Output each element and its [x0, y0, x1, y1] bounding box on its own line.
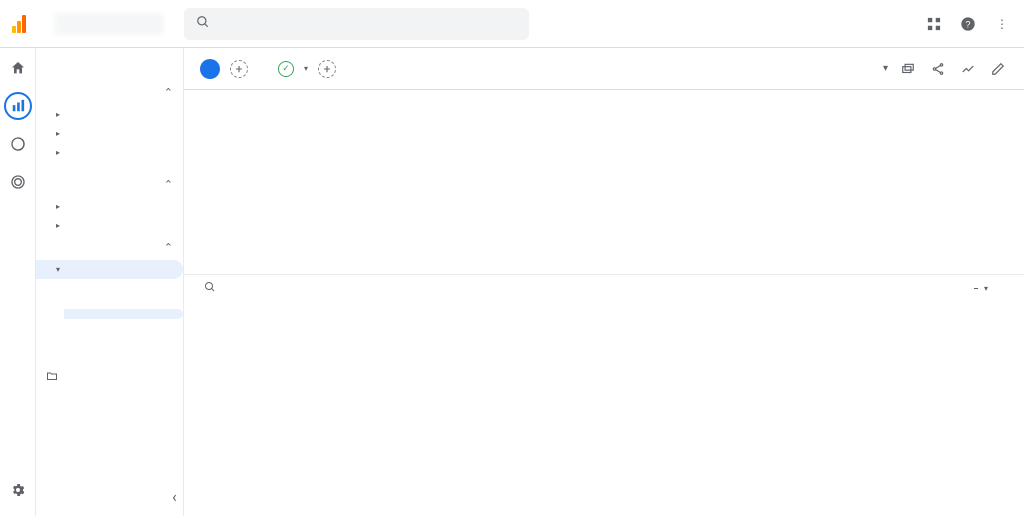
sidebar-audience-ua[interactable]: ▾ — [36, 260, 183, 279]
rail-settings-icon[interactable] — [4, 476, 32, 504]
main: ⌃ ▸ ▸ ▸ ⌃ ▸ ▸ ⌃ ▾ ‹ + ✓ ▾ — [0, 48, 1024, 516]
topbar-right: ? ⋮ — [924, 14, 1012, 34]
table-search-input[interactable] — [224, 283, 960, 295]
svg-text:?: ? — [965, 19, 970, 29]
sidenav: ⌃ ▸ ▸ ▸ ⌃ ▸ ▸ ⌃ ▾ ‹ — [36, 48, 184, 516]
apps-icon[interactable] — [924, 14, 944, 34]
add-comparison-button[interactable]: + — [318, 60, 336, 78]
sidebar-realtime[interactable] — [36, 64, 183, 74]
chevron-up-icon: ⌃ — [164, 241, 173, 254]
customize-icon[interactable] — [898, 59, 918, 79]
sidebar-engagement[interactable]: ▸ — [36, 124, 183, 143]
chevron-down-icon: ▾ — [984, 284, 988, 293]
sidebar-ao-langu[interactable] — [64, 289, 183, 299]
content: + ✓ ▾ + ▾ — [184, 48, 1024, 516]
caret-icon: ▸ — [56, 202, 60, 211]
sidebar-retention[interactable] — [36, 162, 183, 172]
chevron-down-icon: ▾ — [883, 63, 888, 74]
logo-icon — [12, 15, 26, 33]
search-icon — [204, 281, 216, 296]
insights-icon[interactable] — [958, 59, 978, 79]
folder-icon — [46, 370, 58, 382]
sidebar-ao-demo[interactable] — [64, 329, 183, 339]
sidebar-acquisition[interactable]: ▸ — [36, 105, 183, 124]
rail-home-icon[interactable] — [4, 54, 32, 82]
sidebar-ao-locati[interactable] — [64, 299, 183, 309]
date-range-picker[interactable]: ▾ — [875, 63, 888, 74]
chevron-up-icon: ⌃ — [164, 86, 173, 99]
collapse-sidebar-icon[interactable]: ‹ — [172, 487, 177, 506]
sidebar-reports-snapshot[interactable] — [36, 54, 183, 64]
rail-reports-icon[interactable] — [4, 92, 32, 120]
more-icon[interactable]: ⋮ — [992, 14, 1012, 34]
edit-icon[interactable] — [988, 59, 1008, 79]
caret-icon: ▸ — [56, 110, 60, 119]
chart — [204, 104, 1004, 264]
sidebar-user-head[interactable]: ⌃ — [36, 172, 183, 197]
sidebar-monetisation[interactable]: ▸ — [36, 143, 183, 162]
sidebar-ao-device[interactable] — [64, 319, 183, 329]
logo — [12, 15, 34, 33]
sidebar-ao-techn[interactable] — [64, 309, 183, 319]
topbar: ? ⋮ — [0, 0, 1024, 48]
sidebar-ao-mobile[interactable] — [64, 349, 183, 359]
sidebar-lifecycle-head[interactable]: ⌃ — [36, 80, 183, 105]
help-icon[interactable]: ? — [958, 14, 978, 34]
chevron-up-icon: ⌃ — [164, 178, 173, 191]
sidebar-user-attributes[interactable]: ▸ — [36, 197, 183, 216]
caret-icon: ▸ — [56, 129, 60, 138]
search-input[interactable] — [220, 17, 517, 31]
share-icon[interactable] — [928, 59, 948, 79]
sidebar-ua-head[interactable]: ⌃ — [36, 235, 183, 260]
rows-per-page-select[interactable] — [974, 288, 978, 289]
account-selector[interactable] — [54, 13, 164, 35]
segment-pill[interactable] — [200, 59, 220, 79]
caret-down-icon: ▾ — [56, 265, 60, 274]
content-header: + ✓ ▾ + ▾ — [184, 48, 1024, 90]
sidebar-ao-overview[interactable] — [64, 279, 183, 289]
caret-icon: ▸ — [56, 148, 60, 157]
title-dropdown-icon[interactable]: ▾ — [304, 64, 308, 73]
sidebar-ao-geo[interactable] — [64, 339, 183, 349]
table-toolbar: ▾ — [184, 274, 1024, 302]
rail-explore-icon[interactable] — [4, 130, 32, 158]
caret-icon: ▸ — [56, 221, 60, 230]
global-search[interactable] — [184, 8, 529, 40]
left-rail — [0, 48, 36, 516]
add-segment-button[interactable]: + — [230, 60, 248, 78]
verified-icon: ✓ — [278, 61, 294, 77]
search-icon — [196, 15, 210, 32]
sidebar-library[interactable] — [36, 365, 183, 387]
chart-legend — [204, 264, 1004, 268]
chart-area — [184, 90, 1024, 274]
sidebar-tech[interactable]: ▸ — [36, 216, 183, 235]
rail-ads-icon[interactable] — [4, 168, 32, 196]
